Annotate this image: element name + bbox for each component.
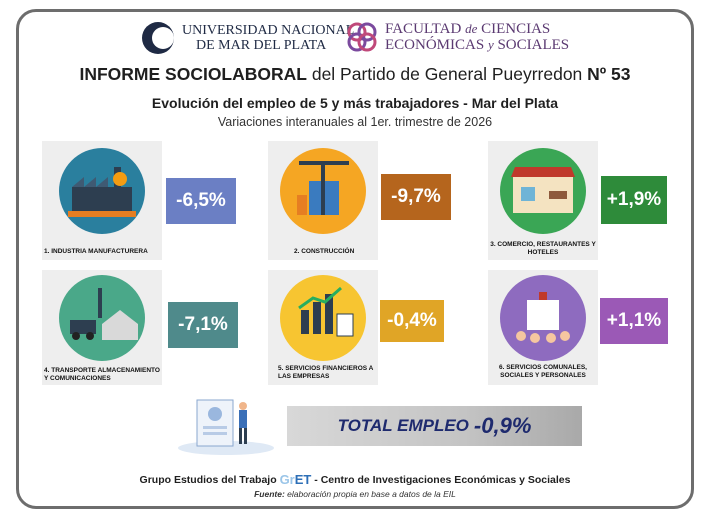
- gret-logo: GrET: [279, 472, 312, 487]
- sector-card-6: 6. SERVICIOS COMUNALES, SOCIALES Y PERSO…: [488, 270, 598, 385]
- faculty-name-line1: FACULTAD de CIENCIAS: [385, 21, 551, 37]
- footer-credit: Grupo Estudios del Trabajo GrET - Centro…: [139, 472, 571, 487]
- sector-card-2: 2. CONSTRUCCIÓN: [268, 141, 378, 260]
- university-emblem-icon: [142, 22, 174, 54]
- sector-label-2: 2. CONSTRUCCIÓN: [294, 248, 355, 255]
- sector-label-6: 6. SERVICIOS COMUNALES, SOCIALES Y PERSO…: [498, 364, 587, 379]
- sector-value-1: -6,5%: [166, 178, 236, 224]
- sector-value-4: -7,1%: [168, 302, 238, 348]
- sector-label-1: 1. INDUSTRIA MANUFACTURERA: [44, 248, 148, 255]
- construction-icon: [280, 148, 366, 234]
- finance-icon: [280, 275, 366, 361]
- community-icon: [500, 275, 586, 361]
- sector-value-5: -0,4%: [380, 300, 444, 342]
- university-name-line2: DE MAR DEL PLATA: [196, 38, 327, 53]
- sector-value-6: +1,1%: [600, 298, 668, 344]
- sector-card-1: 1. INDUSTRIA MANUFACTURERA: [42, 141, 162, 260]
- university-name-line1: UNIVERSIDAD NACIONAL: [182, 23, 355, 38]
- employment-illustration-icon: [178, 399, 274, 455]
- sector-card-5: 5. SERVICIOS FINANCIEROS A LAS EMPRESAS: [268, 270, 378, 385]
- chart-period: Variaciones interanuales al 1er. trimest…: [217, 115, 493, 129]
- faculty-logo: FACULTAD de CIENCIAS ECONÓMICAS y SOCIAL…: [345, 20, 569, 54]
- sector-label-5: 5. SERVICIOS FINANCIEROS A LAS EMPRESAS: [278, 365, 374, 380]
- sector-label-3: 3. COMERCIO, RESTAURANTES Y HOTELES: [490, 241, 596, 256]
- store-icon: [500, 148, 586, 234]
- transport-icon: [59, 275, 145, 361]
- total-label: TOTAL EMPLEO: [337, 416, 469, 435]
- chart-subtitle: Evolución del empleo de 5 y más trabajad…: [151, 95, 559, 111]
- factory-icon: [59, 148, 145, 234]
- report-title: INFORME SOCIOLABORAL del Partido de Gene…: [79, 64, 631, 84]
- total-employment-banner: TOTAL EMPLEO -0,9%: [287, 406, 582, 446]
- source-note: Fuente: elaboración propia en base a dat…: [254, 489, 456, 499]
- sector-value-2: -9,7%: [381, 174, 451, 220]
- sector-card-3: 3. COMERCIO, RESTAURANTES Y HOTELES: [488, 141, 598, 260]
- university-logo: UNIVERSIDAD NACIONAL DE MAR DEL PLATA: [142, 22, 354, 54]
- faculty-emblem-icon: [347, 22, 377, 52]
- total-value: -0,9%: [473, 413, 532, 438]
- sector-value-3: +1,9%: [601, 176, 667, 224]
- faculty-name-line2: ECONÓMICAS y SOCIALES: [385, 37, 570, 53]
- sector-label-4: 4. TRANSPORTE ALMACENAMIENTO Y COMUNICAC…: [44, 367, 160, 382]
- sector-card-4: 4. TRANSPORTE ALMACENAMIENTO Y COMUNICAC…: [42, 270, 162, 385]
